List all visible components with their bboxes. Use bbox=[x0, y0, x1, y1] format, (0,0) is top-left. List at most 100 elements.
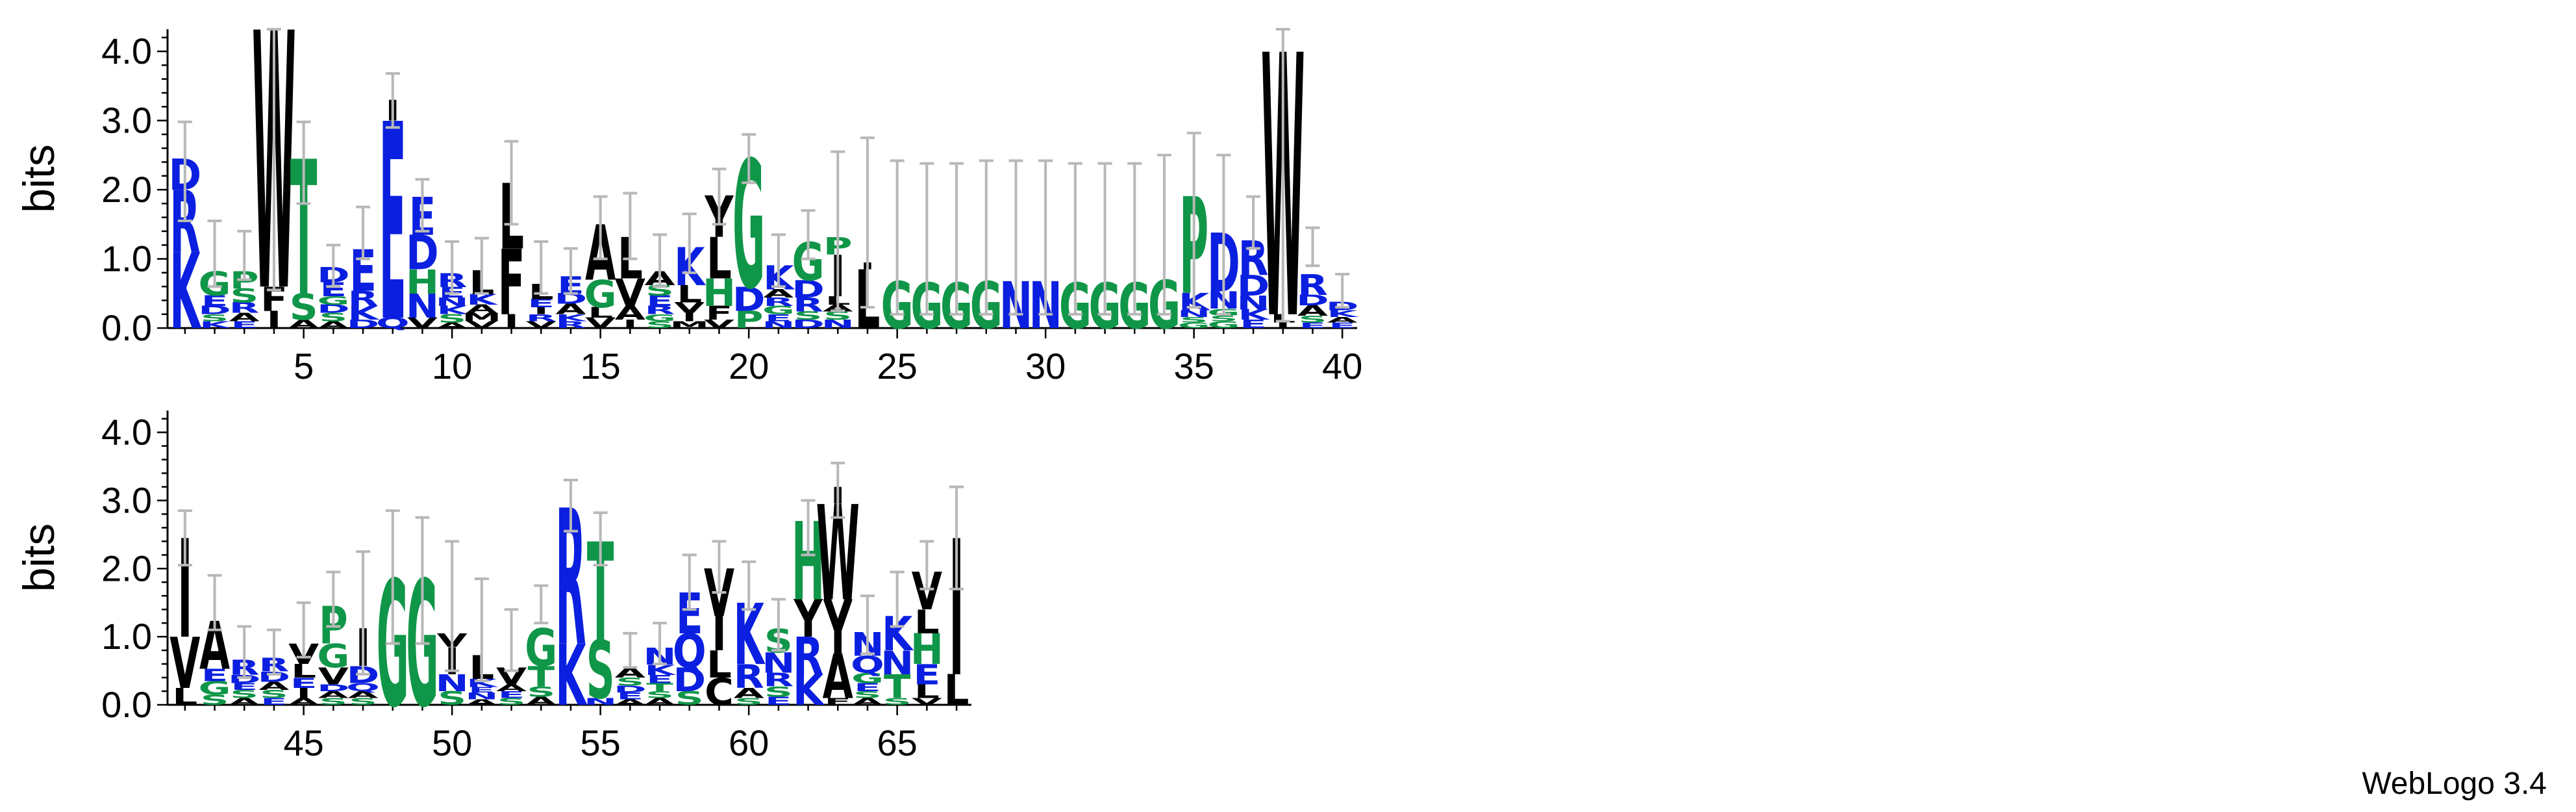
logo-letter-D: D bbox=[732, 281, 766, 319]
y-tick-label: 0.0 bbox=[101, 684, 152, 725]
x-tick-label: 25 bbox=[877, 346, 918, 387]
logo-letter-R: R bbox=[645, 303, 675, 317]
logo-letter-E: E bbox=[765, 312, 792, 324]
logo-letter-S: S bbox=[645, 320, 674, 331]
logo-letter-S: S bbox=[290, 286, 318, 329]
logo-letter-G: G bbox=[1207, 320, 1240, 331]
logo-column-1: KRD bbox=[169, 120, 201, 353]
logo-letter-R: R bbox=[555, 320, 586, 331]
logo-letter-T: T bbox=[884, 668, 911, 707]
logo-letter-I: I bbox=[712, 607, 727, 661]
logo-letter-E: E bbox=[231, 681, 258, 692]
logo-letter-L: L bbox=[707, 643, 732, 687]
logo-letter-I: I bbox=[267, 306, 282, 334]
logo-letter-K: K bbox=[1327, 309, 1360, 320]
logo-letter-I: I bbox=[296, 685, 311, 702]
logo-column-49: G bbox=[406, 516, 438, 746]
logo-letter-T: T bbox=[646, 681, 673, 694]
logo-letter-L: L bbox=[914, 681, 940, 703]
logo-letter-I: I bbox=[682, 311, 697, 324]
logo-letter-R: R bbox=[1297, 268, 1328, 301]
logo-letter-N: N bbox=[881, 644, 914, 683]
logo-letter-S: S bbox=[527, 684, 555, 700]
logo-letter-S: S bbox=[319, 696, 347, 707]
logo-letter-K: K bbox=[555, 312, 588, 324]
logo-letter-S: S bbox=[201, 692, 229, 708]
logo-letter-N: N bbox=[436, 296, 469, 309]
logo-letter-G: G bbox=[1178, 321, 1210, 330]
logo-letter-A: A bbox=[347, 690, 379, 701]
x-tick-label: 10 bbox=[432, 346, 472, 387]
logo-letter-K: K bbox=[555, 627, 587, 725]
logo-letter-V: V bbox=[318, 663, 349, 691]
y-axis-label: bits bbox=[14, 524, 64, 592]
logo-letter-T: T bbox=[527, 661, 555, 693]
x-tick-label: 5 bbox=[294, 346, 314, 387]
logo-letter-Y: Y bbox=[823, 585, 853, 672]
x-tick-label: 40 bbox=[1322, 346, 1362, 387]
logo-letter-A: A bbox=[852, 696, 883, 707]
logo-letter-E: E bbox=[914, 659, 941, 691]
logo-letter-R: R bbox=[763, 670, 794, 691]
logo-letter-V: V bbox=[704, 318, 735, 331]
logo-letter-S: S bbox=[645, 690, 674, 701]
logo-letter-A: A bbox=[1297, 303, 1329, 319]
logo-letter-S: S bbox=[1209, 314, 1238, 324]
logo-column-25: G bbox=[881, 159, 914, 344]
logo-column-41: LVI bbox=[169, 509, 201, 711]
logo-letter-V: V bbox=[526, 320, 557, 331]
logo-letter-G: G bbox=[317, 294, 349, 307]
logo-column-46: SADVGP bbox=[317, 570, 350, 707]
logo-letter-S: S bbox=[586, 624, 615, 717]
logo-letter-S: S bbox=[764, 684, 793, 700]
y-tick-label: 1.0 bbox=[101, 616, 152, 657]
logo-letter-G: G bbox=[644, 312, 676, 324]
logo-letter-L: L bbox=[291, 661, 316, 682]
logo-letter-N: N bbox=[465, 691, 498, 702]
logo-letter-L: L bbox=[914, 603, 940, 642]
logo-letter-S: S bbox=[853, 690, 882, 701]
logo-letter-H: H bbox=[406, 263, 439, 301]
logo-letter-I: I bbox=[1275, 321, 1290, 330]
logo-letter-S: S bbox=[497, 696, 526, 707]
logo-column-20: PDG bbox=[732, 124, 766, 333]
logo-letter-R: R bbox=[734, 658, 764, 696]
logo-letter-N: N bbox=[1177, 309, 1210, 320]
logo-letter-A: A bbox=[258, 679, 290, 692]
logo-column-30: N bbox=[1029, 159, 1062, 344]
logo-letter-G: G bbox=[584, 273, 617, 316]
logo-column-34: G bbox=[1148, 153, 1181, 344]
logo-letter-C: C bbox=[705, 670, 734, 714]
logo-letter-I: I bbox=[949, 501, 964, 718]
logo-letter-Q: Q bbox=[851, 652, 884, 679]
logo-letter-R: R bbox=[526, 312, 556, 324]
logo-letter-A: A bbox=[288, 696, 319, 707]
logo-letter-E: E bbox=[290, 675, 318, 691]
x-tick-label: 15 bbox=[581, 346, 621, 387]
logo-letter-I: I bbox=[504, 311, 519, 333]
y-tick-label: 2.0 bbox=[101, 548, 152, 589]
logo-column-28: G bbox=[970, 159, 1003, 344]
logo-letter-F: F bbox=[824, 696, 851, 707]
logo-letter-I: I bbox=[534, 306, 549, 317]
logo-letter-L: L bbox=[944, 666, 969, 715]
logo-letter-S: S bbox=[616, 675, 644, 688]
logo-column-23: NSALIP bbox=[821, 150, 855, 331]
logo-letter-Q: Q bbox=[376, 315, 410, 331]
logo-letter-S: S bbox=[230, 285, 258, 307]
logo-letter-E: E bbox=[854, 681, 881, 694]
logo-letter-H: H bbox=[910, 625, 944, 674]
logo-letter-S: S bbox=[883, 696, 912, 707]
x-tick-label: 65 bbox=[877, 722, 918, 763]
logo-letter-Y: Y bbox=[794, 589, 823, 649]
